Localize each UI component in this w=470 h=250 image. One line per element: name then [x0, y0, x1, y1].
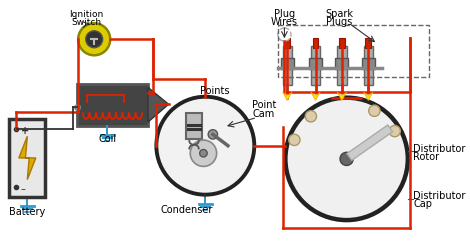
Bar	[362, 58, 375, 70]
Text: –: –	[21, 183, 25, 193]
Bar	[282, 47, 292, 86]
Text: Cam: Cam	[252, 108, 275, 118]
Polygon shape	[337, 93, 346, 101]
Text: Battery: Battery	[9, 206, 46, 216]
Bar	[278, 26, 429, 78]
Bar	[284, 39, 290, 48]
Circle shape	[389, 126, 400, 137]
Text: Distributor: Distributor	[414, 143, 466, 153]
Circle shape	[278, 29, 291, 42]
Circle shape	[200, 150, 207, 157]
Circle shape	[289, 135, 300, 146]
Text: Points: Points	[200, 86, 229, 96]
Polygon shape	[364, 93, 373, 101]
Text: Coil: Coil	[99, 134, 117, 144]
Text: Spark: Spark	[326, 9, 353, 19]
Text: Rotor: Rotor	[414, 152, 439, 162]
Bar	[77, 84, 148, 126]
Circle shape	[208, 130, 218, 140]
Bar	[313, 39, 318, 48]
Circle shape	[190, 140, 217, 167]
Bar	[366, 39, 371, 48]
Bar	[337, 47, 346, 86]
Text: +: +	[21, 125, 29, 135]
Bar	[364, 47, 373, 86]
Text: Wires: Wires	[271, 17, 298, 26]
Polygon shape	[282, 93, 292, 101]
Bar	[335, 58, 348, 70]
Text: Plug: Plug	[274, 9, 295, 19]
Circle shape	[369, 106, 380, 117]
Circle shape	[340, 153, 353, 166]
Bar	[311, 47, 320, 86]
Text: Plugs: Plugs	[326, 17, 352, 26]
Polygon shape	[311, 93, 320, 101]
Circle shape	[285, 98, 408, 220]
Text: Switch: Switch	[71, 18, 102, 26]
Text: Ignition: Ignition	[70, 10, 104, 19]
Bar	[339, 39, 345, 48]
Text: Distributor: Distributor	[414, 190, 466, 200]
Circle shape	[78, 24, 110, 56]
Bar	[281, 58, 294, 70]
Bar	[309, 58, 322, 70]
Text: Point: Point	[251, 99, 276, 109]
Polygon shape	[148, 88, 169, 123]
Text: Condenser: Condenser	[160, 204, 212, 214]
Circle shape	[305, 111, 316, 122]
Text: Cap: Cap	[414, 198, 432, 208]
Bar	[187, 113, 202, 140]
Circle shape	[86, 32, 102, 48]
Polygon shape	[19, 137, 36, 180]
Bar	[9, 120, 45, 197]
Circle shape	[157, 97, 254, 195]
